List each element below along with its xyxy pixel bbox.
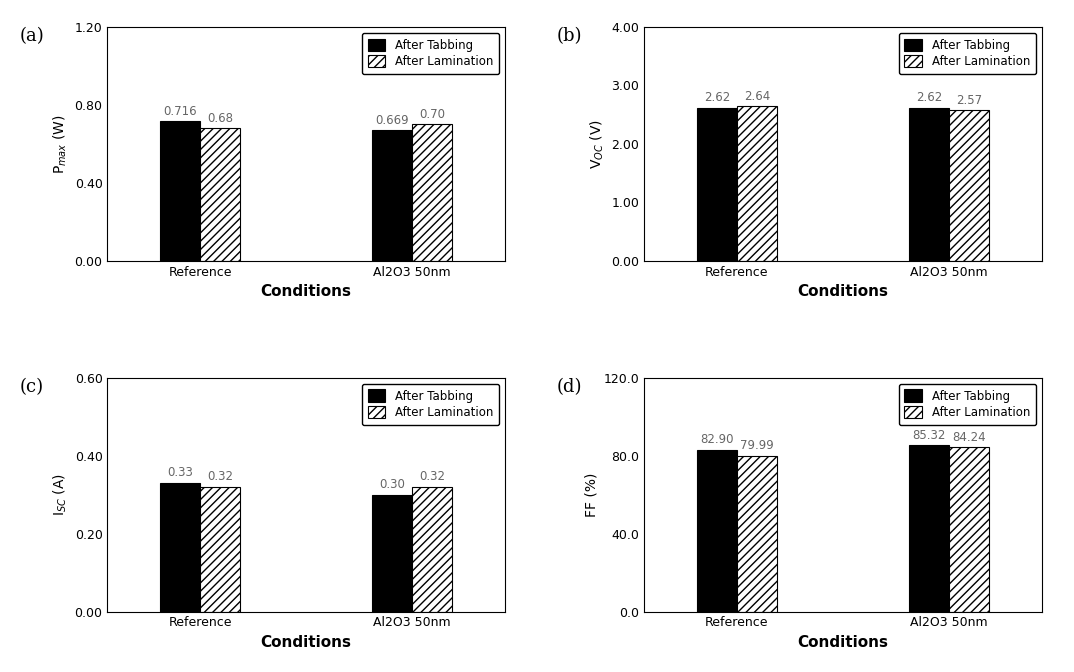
Text: 85.32: 85.32 (913, 429, 946, 442)
Text: 2.62: 2.62 (916, 91, 942, 104)
Text: 2.57: 2.57 (956, 94, 982, 107)
X-axis label: Conditions: Conditions (798, 284, 888, 299)
Text: 2.64: 2.64 (743, 90, 770, 103)
Text: 82.90: 82.90 (700, 433, 734, 446)
Text: (d): (d) (556, 378, 582, 396)
Legend: After Tabbing, After Lamination: After Tabbing, After Lamination (899, 33, 1036, 74)
Text: (c): (c) (20, 378, 44, 396)
Text: 0.70: 0.70 (419, 108, 445, 121)
Text: 2.62: 2.62 (703, 91, 730, 104)
Text: 0.32: 0.32 (207, 470, 233, 483)
Bar (697, 108, 737, 261)
Text: 0.33: 0.33 (168, 466, 193, 479)
Text: 0.716: 0.716 (163, 105, 198, 118)
Bar (949, 448, 989, 612)
Text: 84.24: 84.24 (952, 431, 986, 444)
Bar (737, 106, 777, 261)
Bar (160, 121, 200, 261)
Y-axis label: P$_{max}$ (W): P$_{max}$ (W) (52, 114, 69, 173)
Text: 0.669: 0.669 (376, 114, 409, 127)
Text: (a): (a) (20, 27, 45, 45)
Bar (200, 487, 240, 612)
X-axis label: Conditions: Conditions (798, 635, 888, 650)
Bar (910, 446, 949, 612)
Text: 79.99: 79.99 (740, 439, 773, 452)
Text: 0.32: 0.32 (419, 470, 445, 483)
Bar (200, 128, 240, 261)
Bar (160, 483, 200, 612)
Bar (910, 108, 949, 261)
Legend: After Tabbing, After Lamination: After Tabbing, After Lamination (362, 33, 499, 74)
Y-axis label: I$_{SC}$ (A): I$_{SC}$ (A) (52, 473, 69, 516)
Text: 0.68: 0.68 (207, 112, 233, 125)
X-axis label: Conditions: Conditions (261, 635, 351, 650)
Y-axis label: V$_{OC}$ (V): V$_{OC}$ (V) (589, 119, 606, 169)
Bar (737, 456, 777, 612)
Text: (b): (b) (556, 27, 582, 45)
Legend: After Tabbing, After Lamination: After Tabbing, After Lamination (362, 384, 499, 425)
Bar (949, 110, 989, 261)
Bar (697, 450, 737, 612)
X-axis label: Conditions: Conditions (261, 284, 351, 299)
Bar (412, 487, 452, 612)
Bar (373, 130, 412, 261)
Legend: After Tabbing, After Lamination: After Tabbing, After Lamination (899, 384, 1036, 425)
Y-axis label: FF (%): FF (%) (584, 472, 598, 517)
Bar (412, 124, 452, 261)
Text: 0.30: 0.30 (379, 478, 405, 491)
Bar (373, 495, 412, 612)
